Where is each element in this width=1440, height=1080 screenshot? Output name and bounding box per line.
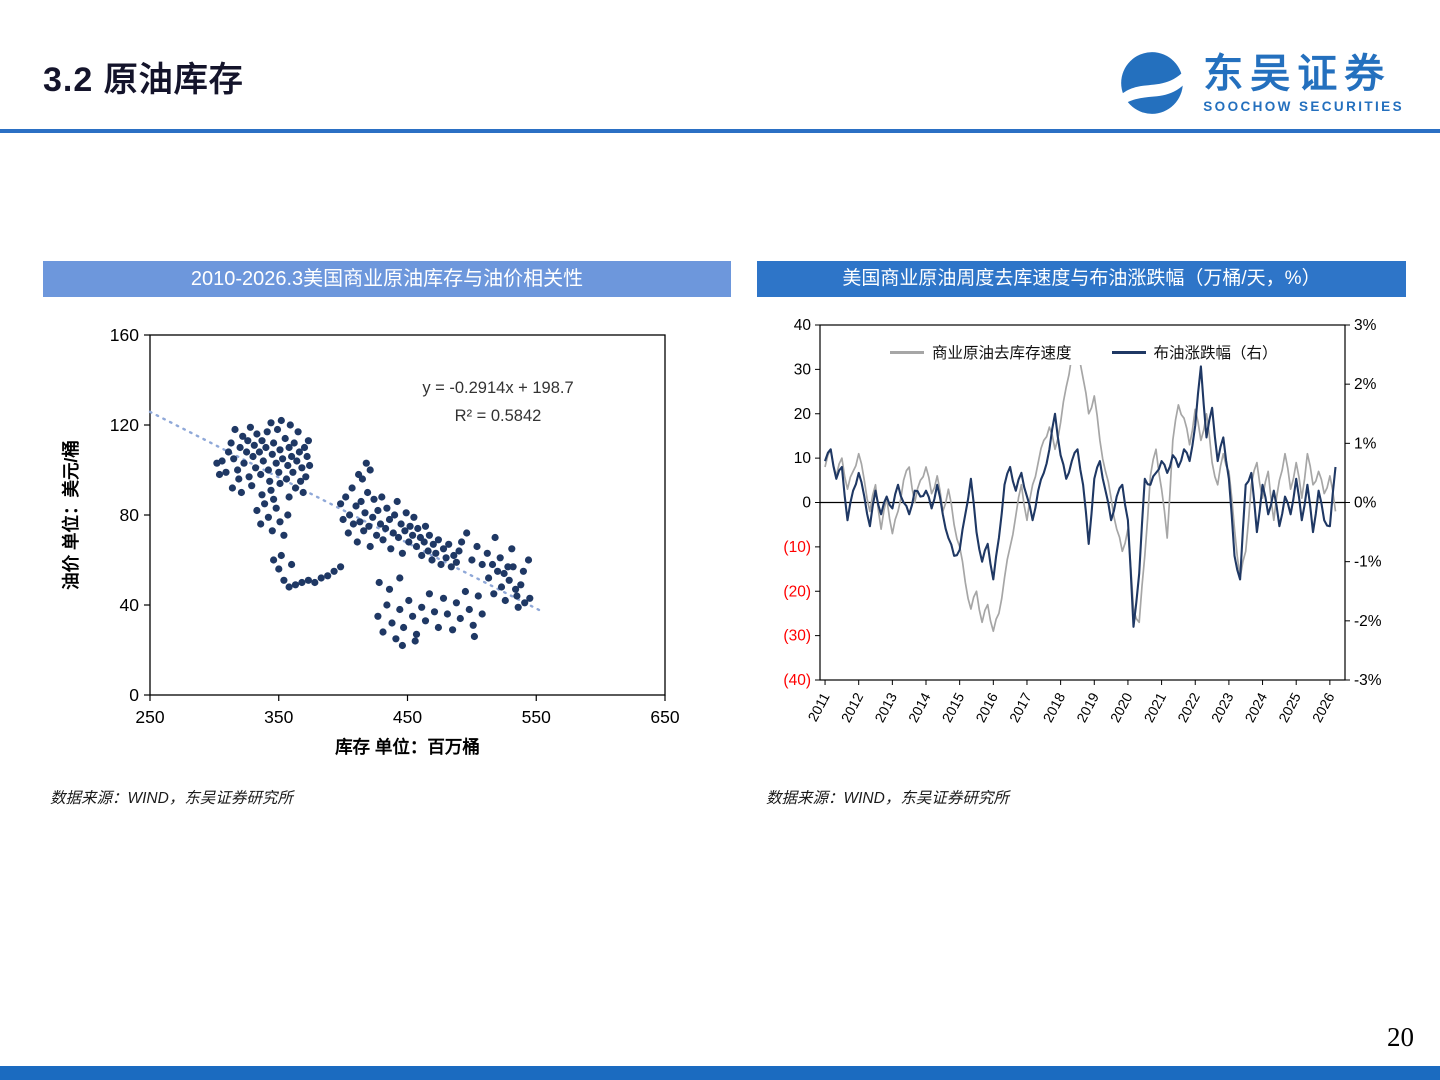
svg-text:2019: 2019 <box>1073 690 1102 725</box>
line-chart-legend: 商业原油去库存速度 布油涨跌幅（右） <box>882 339 1286 365</box>
legend-item-navy: 布油涨跌幅（右） <box>1111 341 1278 363</box>
svg-text:0: 0 <box>802 495 811 512</box>
svg-text:2024: 2024 <box>1241 690 1270 725</box>
svg-text:40: 40 <box>120 595 140 615</box>
svg-text:-3%: -3% <box>1354 672 1382 689</box>
svg-text:(40): (40) <box>783 672 811 689</box>
page-number: 20 <box>1387 1022 1414 1052</box>
svg-text:2015: 2015 <box>939 690 968 725</box>
page-title: 3.2 原油库存 <box>43 61 244 99</box>
legend-label-navy: 布油涨跌幅（右） <box>1153 345 1278 362</box>
soochow-logo-icon <box>1115 46 1189 120</box>
svg-text:20: 20 <box>794 406 812 423</box>
svg-text:40: 40 <box>794 317 812 334</box>
svg-text:y = -0.2914x + 198.7: y = -0.2914x + 198.7 <box>422 379 573 397</box>
svg-text:2013: 2013 <box>871 690 900 725</box>
svg-text:650: 650 <box>650 707 679 727</box>
svg-text:120: 120 <box>110 415 139 435</box>
svg-text:油价 单位：美元/桶: 油价 单位：美元/桶 <box>61 440 81 590</box>
svg-text:250: 250 <box>135 707 164 727</box>
svg-text:30: 30 <box>794 361 812 378</box>
svg-text:(10): (10) <box>783 539 811 556</box>
svg-text:2016: 2016 <box>972 690 1001 725</box>
logo-text: 东吴证券 SOOCHOW SECURITIES <box>1203 53 1404 114</box>
svg-text:R² = 0.5842: R² = 0.5842 <box>455 407 542 425</box>
line-chart: 40 30 20 10 0 (10) (20) (30) (40) 3% 2% 1% 0% -1% -2% -… <box>783 317 1382 725</box>
svg-text:0: 0 <box>129 685 139 705</box>
right-chart-source: 数据来源：WIND，东吴证券研究所 <box>766 790 1009 807</box>
svg-text:0%: 0% <box>1354 495 1377 512</box>
svg-text:(30): (30) <box>783 628 811 645</box>
svg-text:库存 单位：百万桶: 库存 单位：百万桶 <box>335 737 480 757</box>
svg-text:3%: 3% <box>1354 317 1377 334</box>
svg-text:2011: 2011 <box>804 690 832 724</box>
footer-bar <box>0 1066 1440 1080</box>
svg-text:2012: 2012 <box>838 690 867 725</box>
scatter-chart: 250 350 450 550 650 0 40 80 120 160 库存 单位：百万桶 油价 单位… <box>61 325 680 757</box>
svg-text:2%: 2% <box>1354 376 1377 393</box>
svg-text:550: 550 <box>522 707 551 727</box>
logo-subtitle: SOOCHOW SECURITIES <box>1203 98 1404 114</box>
logo-name: 东吴证券 <box>1203 51 1392 96</box>
right-chart-title: 美国商业原油周度去库速度与布油涨跌幅（万桶/天，%） <box>757 261 1406 297</box>
header-divider <box>0 129 1440 133</box>
left-chart-source: 数据来源：WIND，东吴证券研究所 <box>50 790 293 807</box>
svg-text:-2%: -2% <box>1354 613 1382 630</box>
svg-text:350: 350 <box>264 707 293 727</box>
svg-text:2022: 2022 <box>1174 690 1203 725</box>
gray-line-swatch <box>890 350 924 354</box>
svg-text:10: 10 <box>794 450 812 467</box>
svg-text:(20): (20) <box>783 583 811 600</box>
svg-text:-1%: -1% <box>1354 554 1382 571</box>
svg-text:2014: 2014 <box>905 690 934 725</box>
svg-text:2020: 2020 <box>1107 690 1136 725</box>
svg-text:2025: 2025 <box>1275 690 1304 725</box>
svg-text:2021: 2021 <box>1140 690 1169 725</box>
navy-line-swatch <box>1111 350 1146 354</box>
svg-text:2023: 2023 <box>1208 690 1237 725</box>
svg-text:2018: 2018 <box>1040 690 1069 725</box>
legend-item-gray: 商业原油去库存速度 <box>890 341 1072 363</box>
svg-text:2026: 2026 <box>1309 690 1338 725</box>
svg-text:450: 450 <box>393 707 422 727</box>
svg-text:160: 160 <box>110 325 139 345</box>
legend-label-gray: 商业原油去库存速度 <box>932 345 1072 362</box>
svg-text:1%: 1% <box>1354 435 1377 452</box>
company-logo: 东吴证券 SOOCHOW SECURITIES <box>1115 46 1404 120</box>
svg-text:80: 80 <box>120 505 140 525</box>
svg-text:2017: 2017 <box>1006 690 1035 725</box>
left-chart-title: 2010-2026.3美国商业原油库存与油价相关性 <box>43 261 731 297</box>
